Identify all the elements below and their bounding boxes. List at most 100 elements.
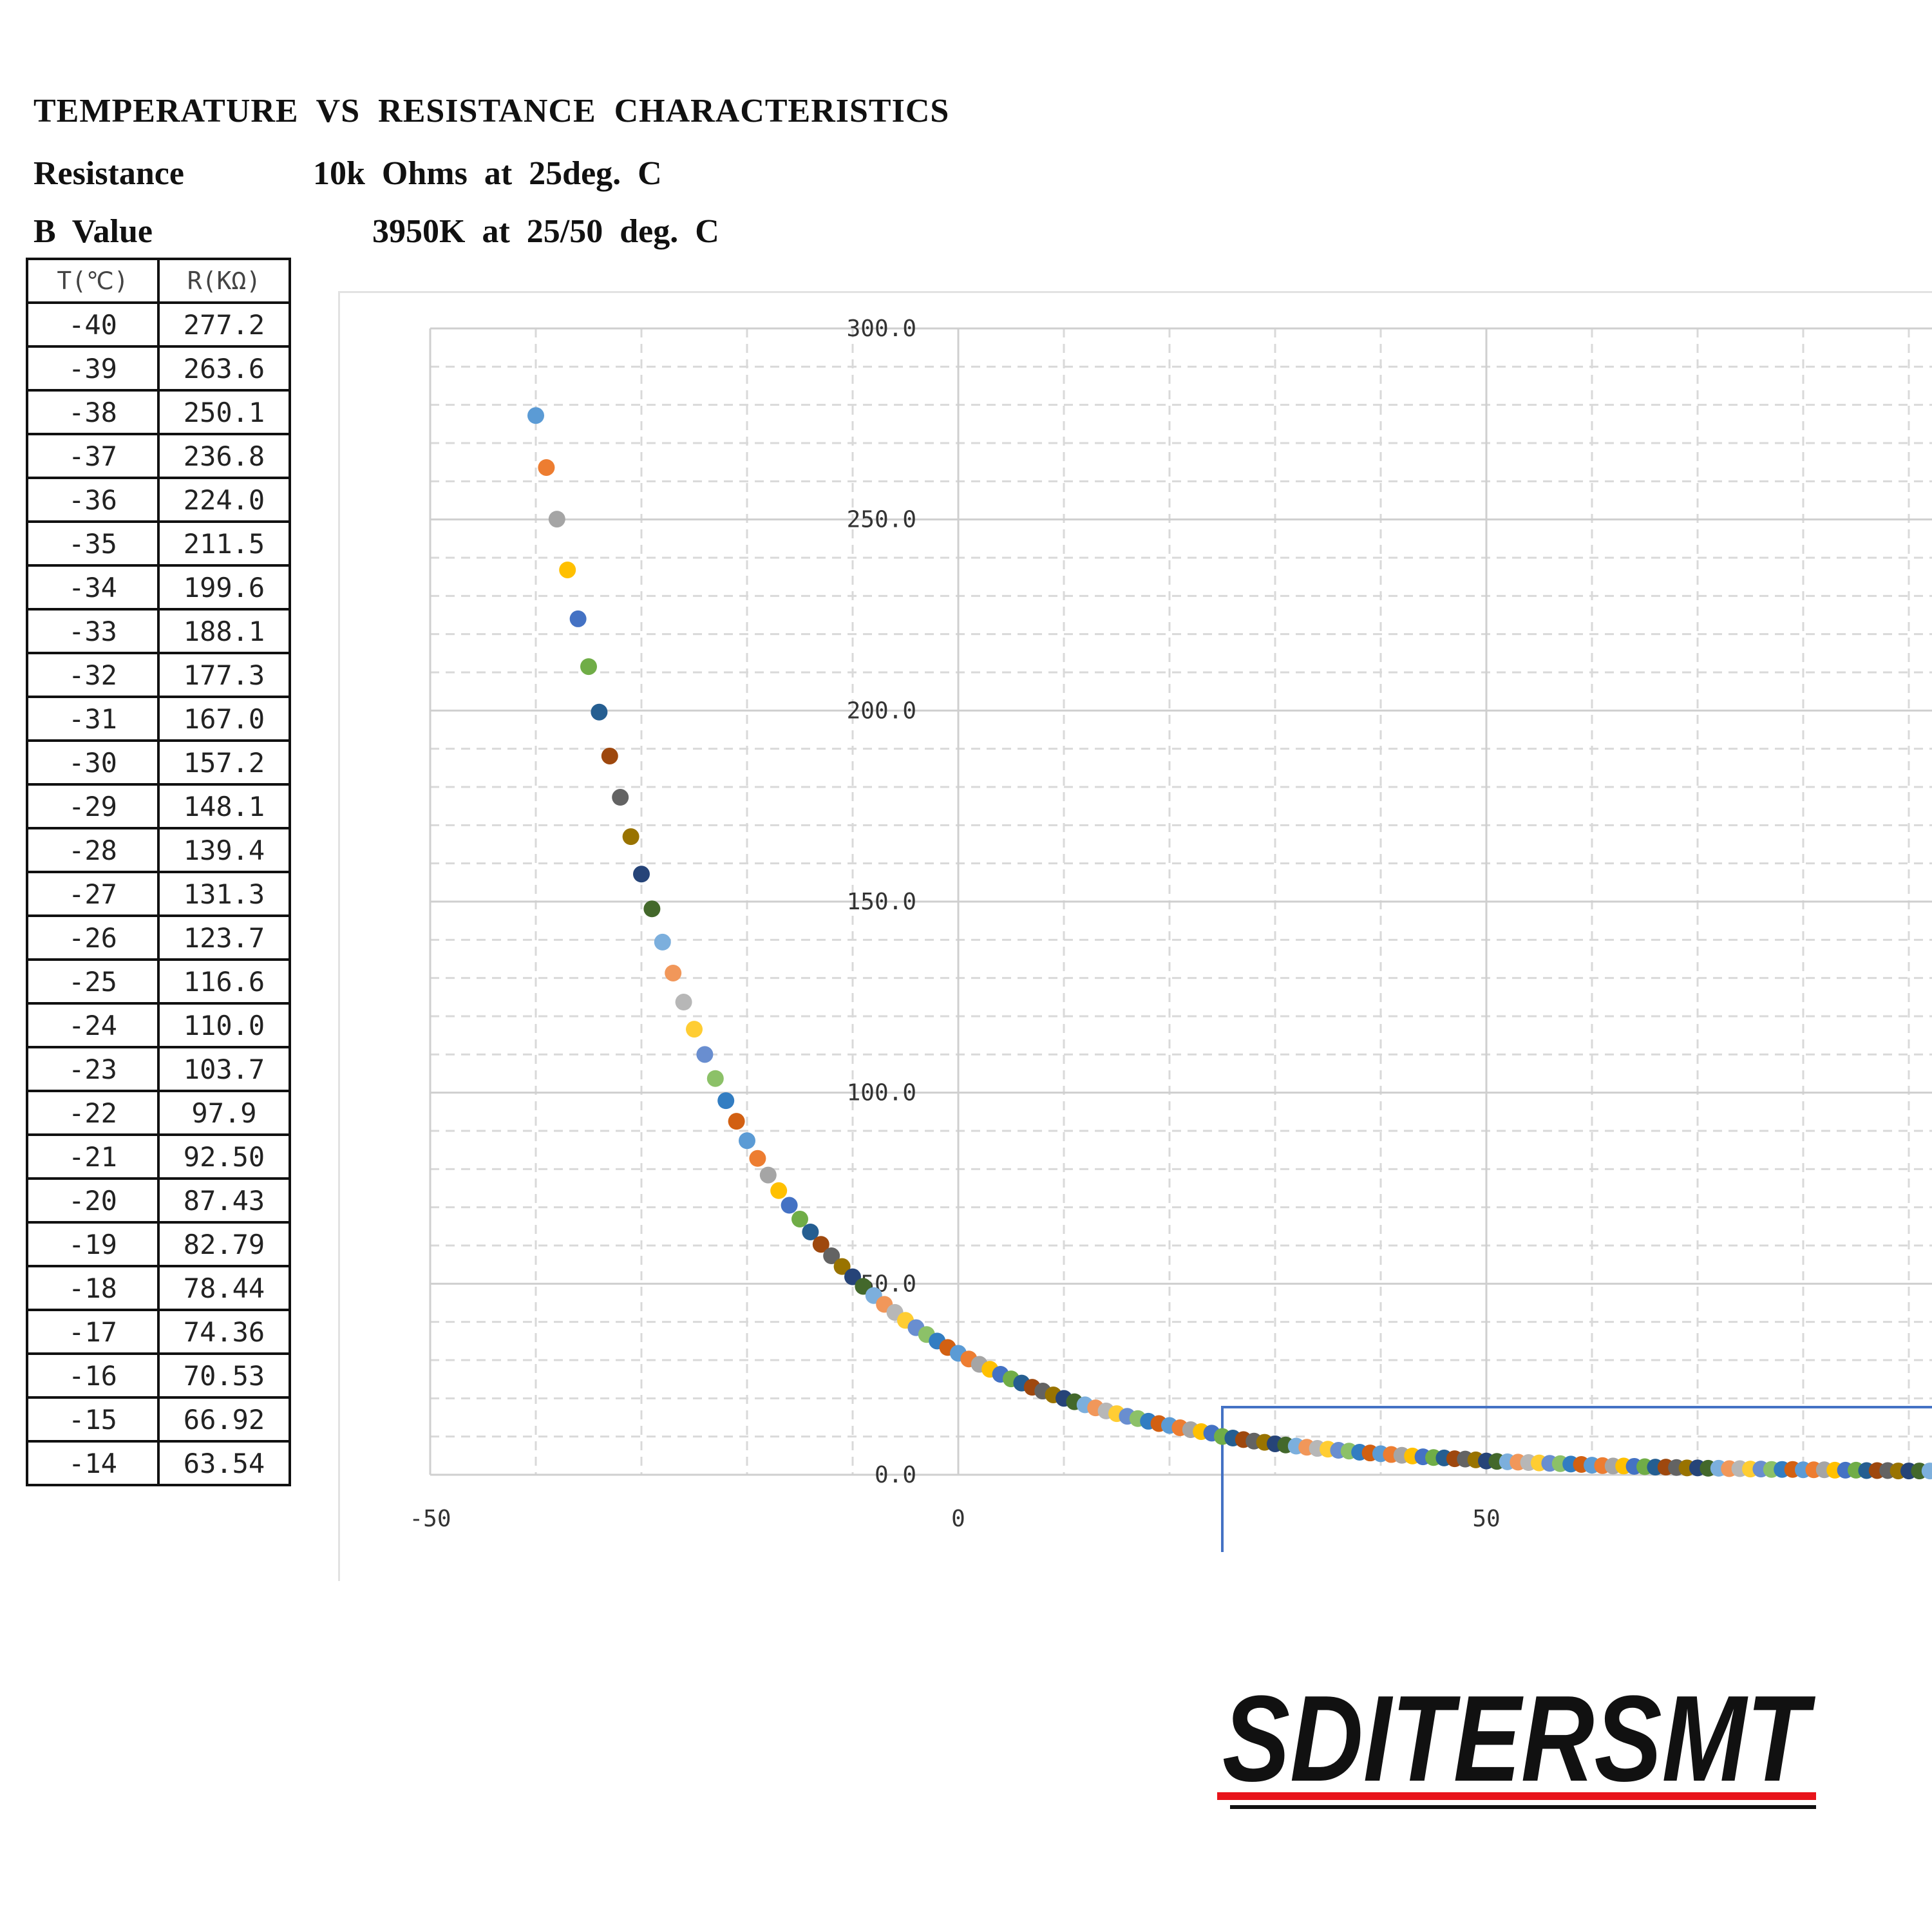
table-row: -18 78.44 [26,1265,291,1311]
data-point [569,610,587,627]
table-row: -14 63.54 [26,1440,291,1486]
logo-wordmark: SDITERSMT [1222,1684,1816,1807]
data-point [675,994,692,1011]
table-row: -21 92.50 [26,1133,291,1180]
temperature-cell: -21 [26,1133,160,1180]
y-tick-label: 100.0 [847,1080,916,1106]
table-row: -36 224.0 [26,477,291,523]
resistance-cell: 263.6 [157,345,291,392]
resistance-cell: 116.6 [157,958,291,1005]
x-tick-label: 50 [1472,1506,1500,1532]
data-point [580,658,597,676]
temperature-cell: -19 [26,1221,160,1267]
temperature-cell: -36 [26,477,160,523]
resistance-label: Resistance [33,155,184,192]
logo-underline-red [1217,1792,1816,1800]
temperature-cell: -24 [26,1002,160,1048]
data-point [833,1258,851,1275]
table-row: -23 103.7 [26,1046,291,1092]
table-row: -26 123.7 [26,914,291,961]
data-point [548,511,565,528]
resistance-cell: 277.2 [157,301,291,348]
y-tick-label: 250.0 [847,507,916,533]
table-row: -17 74.36 [26,1309,291,1355]
data-point [527,407,544,424]
temperature-cell: -31 [26,696,160,742]
temperature-cell: -17 [26,1309,160,1355]
table-header-row: T(℃) R(KΩ) [26,258,291,304]
temperature-cell: -23 [26,1046,160,1092]
temperature-cell: -25 [26,958,160,1005]
temperature-cell: -38 [26,389,160,435]
data-point [654,933,671,951]
resistance-table-body: T(℃) R(KΩ) -40 277.2 -39 263.6 -38 250.1 -37 23… [26,258,291,1486]
b-value: 3950K at 25/50 deg. C [372,213,719,250]
resistance-cell: 78.44 [157,1265,291,1311]
data-point [622,828,639,846]
table-row: -40 277.2 [26,301,291,348]
data-point [823,1247,840,1265]
temperature-cell: -32 [26,652,160,698]
y-tick-label: 200.0 [847,697,916,724]
data-point [686,1021,703,1038]
resistance-cell: 250.1 [157,389,291,435]
temperature-cell: -22 [26,1090,160,1136]
resistance-cell: 167.0 [157,696,291,742]
data-point [728,1113,745,1130]
chart-title: TEMPERATURE VS RESISTANCE CHARACTERISTIC… [33,93,950,129]
data-point [791,1210,808,1227]
table-row: -28 139.4 [26,827,291,873]
data-point [538,459,555,476]
table-row: -24 110.0 [26,1002,291,1048]
data-point [781,1197,798,1214]
data-point [770,1182,788,1199]
data-point [759,1166,777,1184]
table-row: -27 131.3 [26,871,291,917]
highlight-box [1221,1406,1932,1552]
data-point [612,789,629,806]
resistance-cell: 139.4 [157,827,291,873]
temperature-cell: -15 [26,1396,160,1443]
temperature-cell: -14 [26,1440,160,1486]
table-row: -39 263.6 [26,345,291,392]
data-point [643,900,661,918]
resistance-cell: 97.9 [157,1090,291,1136]
table-row: -35 211.5 [26,520,291,567]
table-row: -22 97.9 [26,1090,291,1136]
data-point [717,1092,735,1110]
data-point [706,1070,724,1087]
column-header-temperature: T(℃) [26,258,160,304]
temperature-cell: -29 [26,783,160,829]
data-point [739,1132,755,1150]
table-row: -30 157.2 [26,739,291,786]
resistance-cell: 92.50 [157,1133,291,1180]
data-point [633,866,650,883]
table-row: -38 250.1 [26,389,291,435]
y-tick-label: 150.0 [847,889,916,915]
temperature-cell: -39 [26,345,160,392]
table-row: -37 236.8 [26,433,291,479]
table-row: -19 82.79 [26,1221,291,1267]
resistance-cell: 63.54 [157,1440,291,1486]
table-row: -32 177.3 [26,652,291,698]
y-tick-label: 300.0 [847,316,916,342]
sditersmt-logo: SDITERSMT [1217,1684,1816,1809]
temperature-cell: -30 [26,739,160,786]
temperature-cell: -28 [26,827,160,873]
resistance-cell: 123.7 [157,914,291,961]
data-point [802,1223,819,1240]
resistance-cell: 211.5 [157,520,291,567]
y-tick-label: 0.0 [875,1462,916,1488]
temperature-cell: -37 [26,433,160,479]
table-row: -20 87.43 [26,1177,291,1224]
resistance-table: T(℃) R(KΩ) -40 277.2 -39 263.6 -38 250.1 -37 23… [26,258,291,1486]
data-point [812,1236,829,1253]
resistance-value: 10k Ohms at 25deg. C [313,155,662,192]
data-point [591,703,608,721]
resistance-cell: 103.7 [157,1046,291,1092]
temperature-cell: -16 [26,1352,160,1399]
b-value-label: B Value [33,213,153,250]
table-row: -25 116.6 [26,958,291,1005]
resistance-cell: 188.1 [157,608,291,654]
